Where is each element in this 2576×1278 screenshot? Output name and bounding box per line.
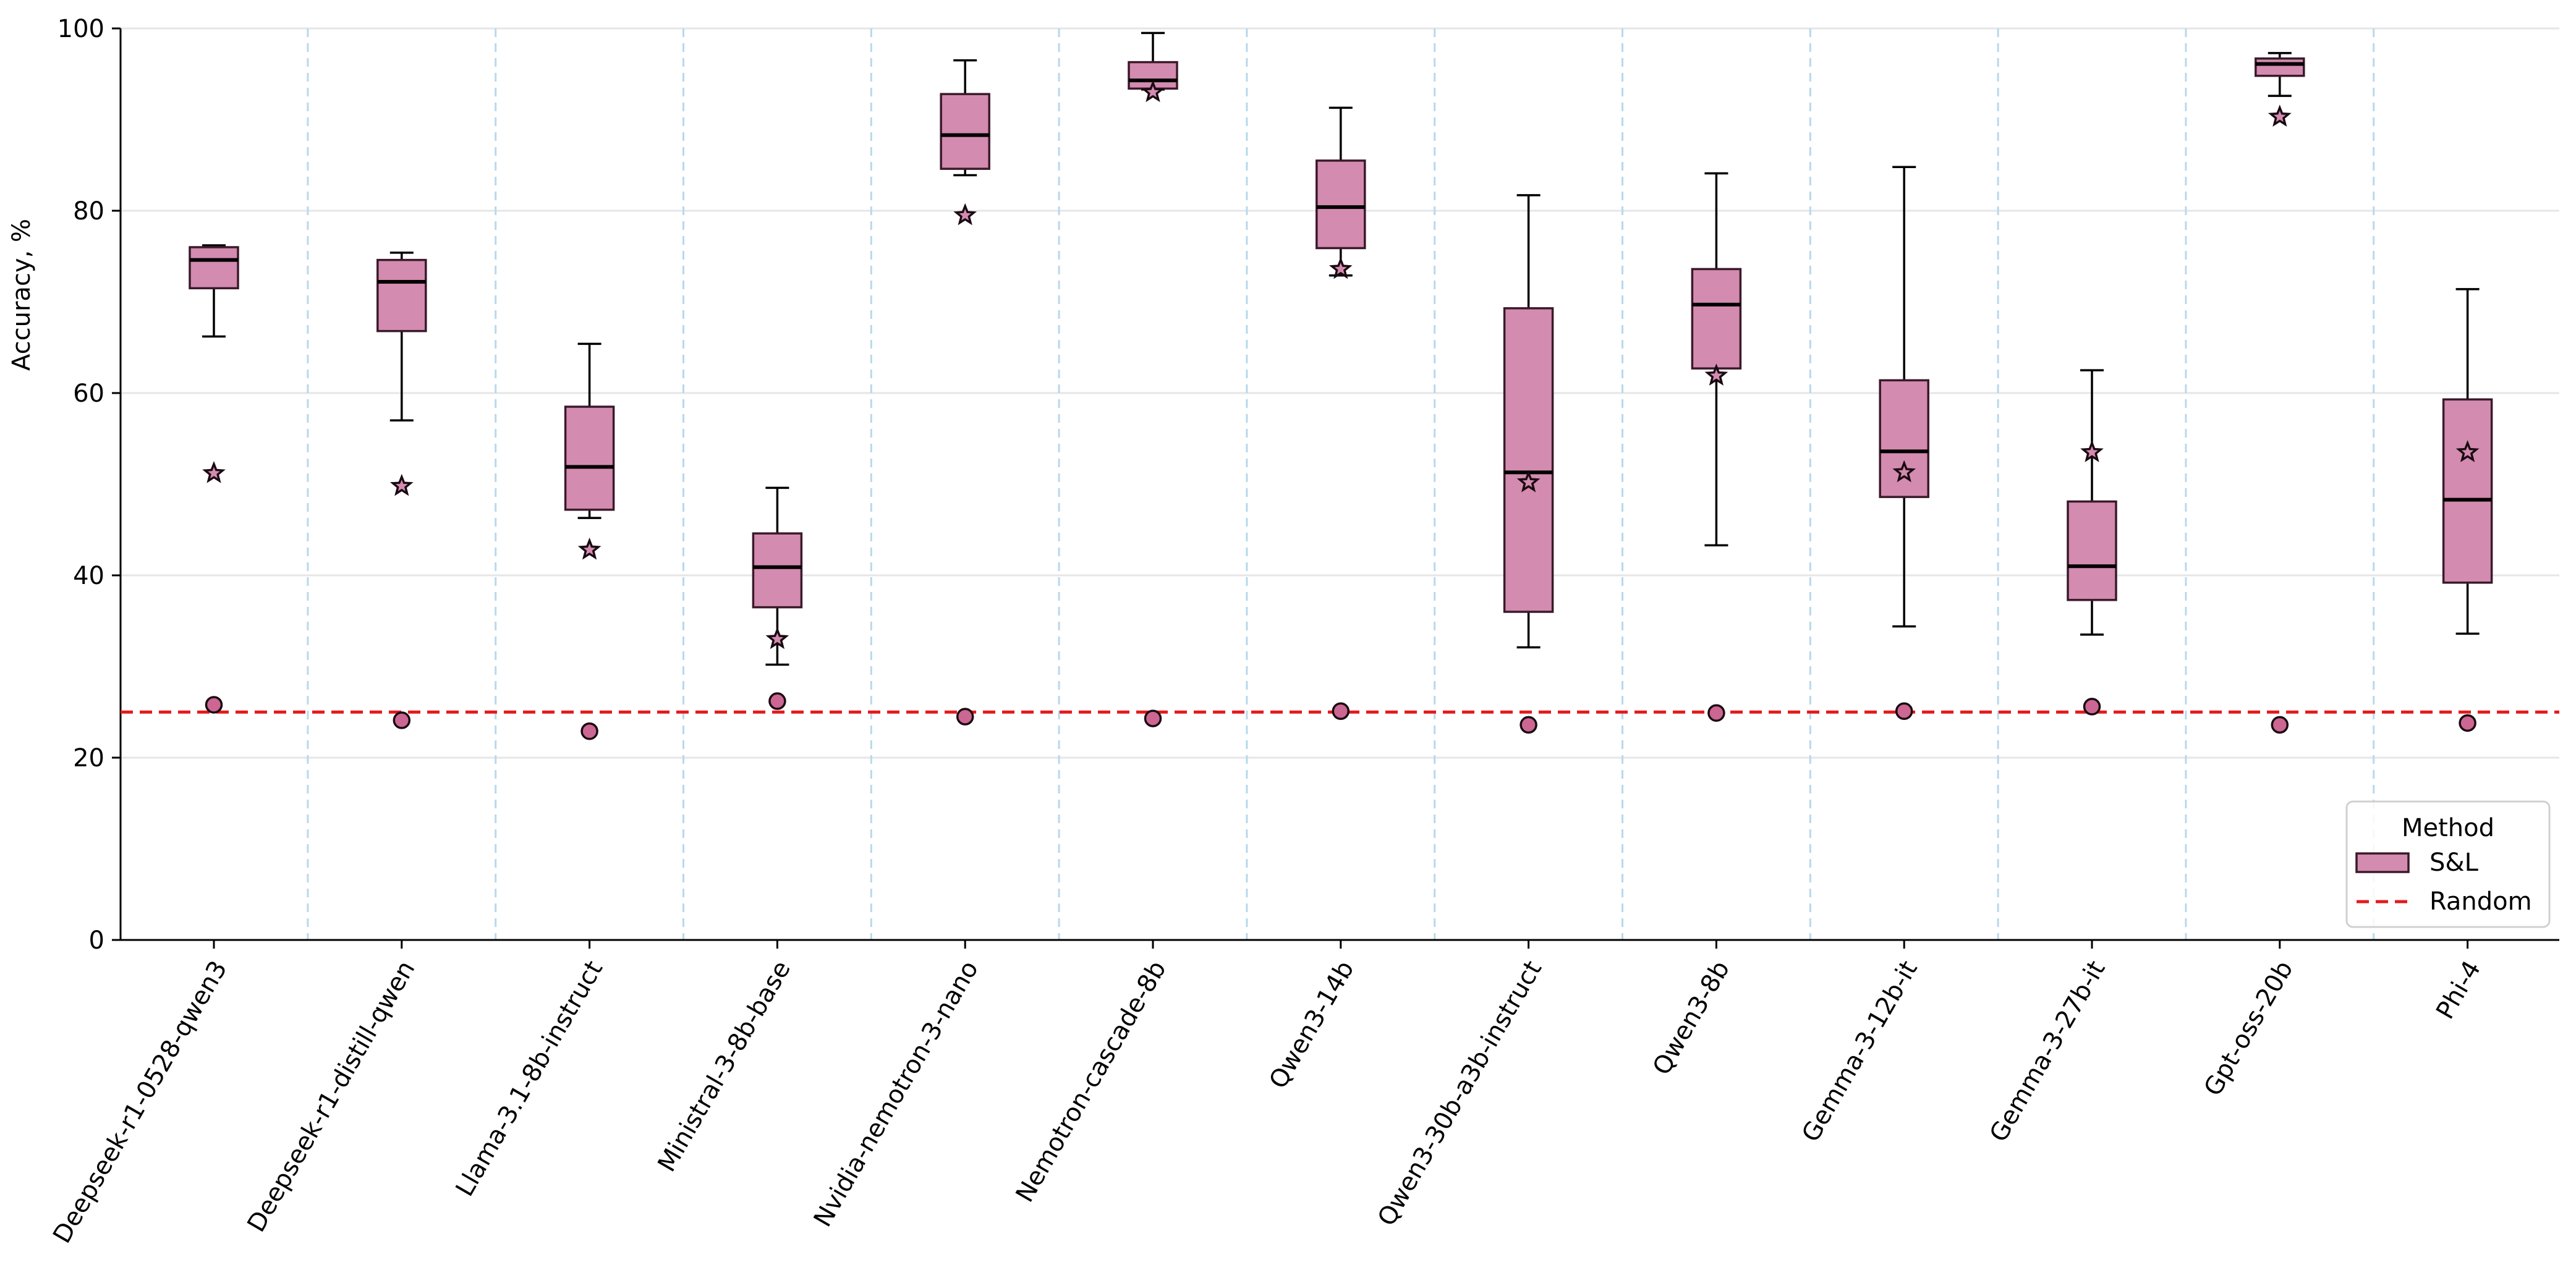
legend-frame xyxy=(2345,800,2551,928)
circle-marker-7 xyxy=(1520,716,1537,734)
box-iqr xyxy=(2442,398,2493,584)
box-4 xyxy=(940,59,990,177)
circle-marker-4 xyxy=(956,708,974,726)
star-marker-5 xyxy=(1141,80,1165,103)
box-11 xyxy=(2255,52,2305,97)
y-tick-label-40: 40 xyxy=(73,562,104,590)
y-tick-label-0: 0 xyxy=(89,926,104,955)
legend-swatch-box xyxy=(2355,852,2410,873)
box-2 xyxy=(564,342,615,519)
x-tick-label: Gemma-3-27b-it xyxy=(1984,956,2111,1147)
x-tick-label: Phi-4 xyxy=(2431,956,2486,1024)
circle-marker-3 xyxy=(768,692,786,710)
x-tick-label: Nemotron-cascade-8b xyxy=(1011,956,1172,1207)
box-12 xyxy=(2442,288,2493,635)
box-6 xyxy=(1316,106,1366,277)
x-tick-label: Deepseek-r1-0528-qwen3 xyxy=(48,956,232,1248)
box-iqr xyxy=(1879,379,1929,498)
star-marker-3 xyxy=(765,627,789,650)
box-3 xyxy=(752,486,803,666)
x-ticks: Deepseek-r1-0528-qwen3 Deepseek-r1-distil… xyxy=(48,940,2486,1248)
y-tick-label-60: 60 xyxy=(73,379,104,408)
box-iqr xyxy=(564,405,615,511)
star-marker-1 xyxy=(389,473,414,496)
box-10 xyxy=(2067,369,2117,636)
legend: Method S&L Random xyxy=(2345,800,2551,928)
x-tick-label: Llama-3.1-8b-instruct xyxy=(451,956,609,1201)
star-marker-11 xyxy=(2268,104,2292,127)
box-7 xyxy=(1503,194,1554,649)
boxes xyxy=(189,32,2493,666)
circle-marker-0 xyxy=(205,696,223,714)
box-iqr xyxy=(189,246,239,290)
y-tick-label-20: 20 xyxy=(73,744,104,772)
x-tick-label: Qwen3-8b xyxy=(1647,956,1735,1080)
star-marker-6 xyxy=(1328,256,1353,279)
box-1 xyxy=(376,252,427,421)
star-marker-4 xyxy=(953,203,977,226)
x-tick-label: Ministral-3-8b-base xyxy=(652,956,796,1177)
box-iqr xyxy=(1503,307,1554,613)
box-iqr xyxy=(1691,268,1742,370)
box-8 xyxy=(1691,172,1742,547)
circle-marker-2 xyxy=(580,722,598,740)
x-tick-label: Qwen3-30b-a3b-instruct xyxy=(1372,956,1547,1231)
box-iqr xyxy=(1316,159,1366,250)
legend-label-random: Random xyxy=(2429,887,2532,916)
box-iqr xyxy=(376,258,427,332)
x-tick-label: Gemma-3-12b-it xyxy=(1796,956,1923,1147)
star-marker-0 xyxy=(202,461,226,483)
box-iqr xyxy=(2067,500,2117,601)
y-ticks: 0 20 40 60 80 100 xyxy=(57,15,121,955)
box-0 xyxy=(189,244,239,338)
markers xyxy=(202,80,2480,740)
x-tick-label: Qwen3-14b xyxy=(1264,956,1359,1093)
x-tick-label: Gpt-oss-20b xyxy=(2199,956,2299,1101)
category-separators xyxy=(307,28,2375,940)
circle-marker-6 xyxy=(1332,702,1350,721)
y-tick-label-100: 100 xyxy=(57,15,104,43)
box-iqr xyxy=(940,93,990,170)
box-9 xyxy=(1879,166,1929,628)
circle-marker-11 xyxy=(2271,716,2289,734)
y-axis-label: Accuracy, % xyxy=(7,219,36,371)
circle-marker-8 xyxy=(1707,704,1725,722)
y-tick-label-80: 80 xyxy=(73,197,104,226)
circle-marker-10 xyxy=(2083,698,2101,716)
legend-title: Method xyxy=(2402,814,2494,842)
x-tick-label: Nvidia-nemotron-3-nano xyxy=(809,956,984,1232)
star-marker-7 xyxy=(1516,470,1541,493)
box-iqr xyxy=(752,532,803,609)
legend-label-sl: S&L xyxy=(2429,848,2479,877)
star-marker-10 xyxy=(2080,440,2104,462)
circle-marker-12 xyxy=(2459,714,2476,732)
star-marker-8 xyxy=(1704,363,1728,386)
star-marker-12 xyxy=(2455,440,2480,462)
circle-marker-1 xyxy=(393,711,411,729)
star-marker-9 xyxy=(1892,460,1916,483)
box-iqr xyxy=(2255,57,2305,77)
x-tick-label: Deepseek-r1-distill-qwen xyxy=(242,956,420,1237)
star-marker-2 xyxy=(577,537,601,560)
circle-marker-5 xyxy=(1144,709,1162,727)
circle-marker-9 xyxy=(1895,702,1913,721)
